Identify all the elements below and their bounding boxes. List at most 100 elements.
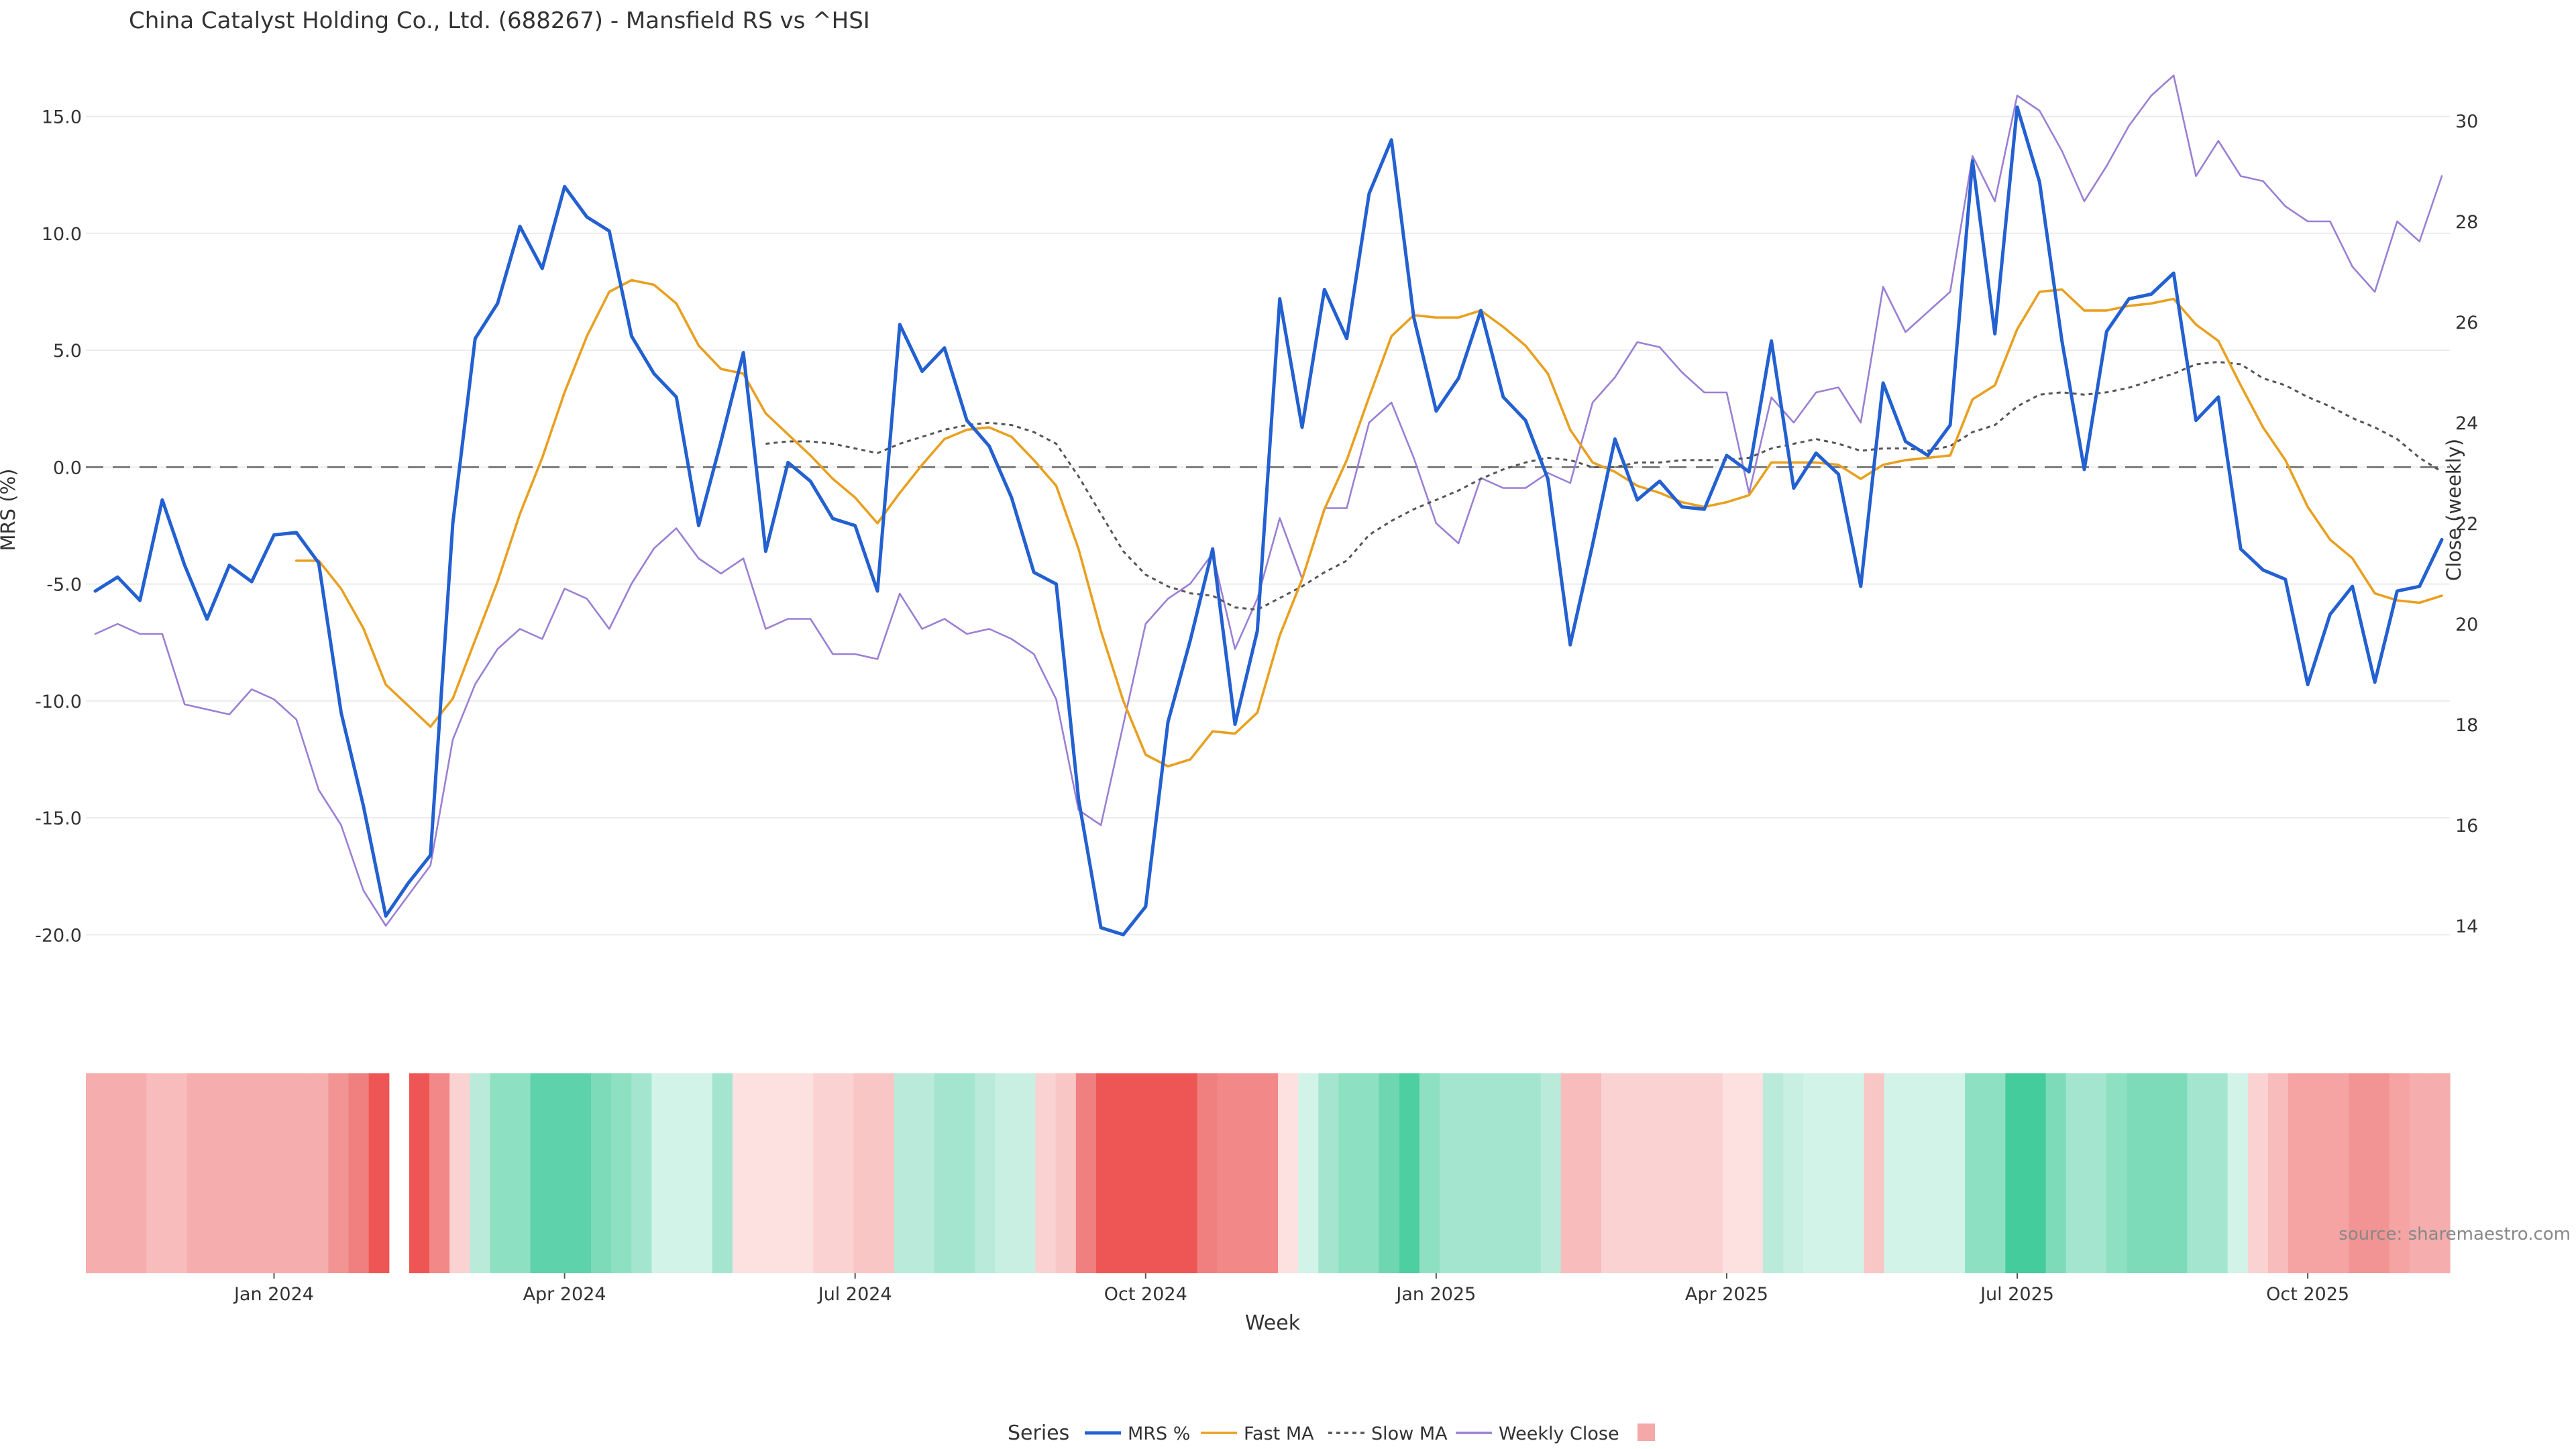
right-tick-label: 16 <box>2455 816 2478 837</box>
heatmap-cell <box>1904 1073 1925 1273</box>
heatmap-cell <box>1318 1073 1340 1273</box>
heatmap-cell <box>2308 1073 2329 1273</box>
left-axis-label: MRS (%) <box>0 469 19 551</box>
right-tick-label: 24 <box>2455 413 2478 434</box>
heatmap-cell <box>348 1073 370 1273</box>
left-tick-label: -5.0 <box>46 575 82 596</box>
heatmap-cell <box>470 1073 490 1273</box>
heatmap-cell <box>1177 1073 1198 1273</box>
heatmap-cell <box>2187 1073 2208 1273</box>
left-tick-label: 15.0 <box>42 107 82 128</box>
left-tick-label: 5.0 <box>53 341 82 362</box>
heatmap-cell <box>1945 1073 1966 1273</box>
grid-lines <box>86 115 2450 936</box>
heatmap-cell <box>530 1073 551 1273</box>
heatmap-cell <box>2429 1073 2451 1273</box>
left-tick-label: -20.0 <box>35 925 82 946</box>
heatmap-cell <box>1601 1073 1622 1273</box>
heatmap-cell <box>2227 1073 2249 1273</box>
heatmap-cell <box>793 1073 814 1273</box>
heatmap-cell <box>1580 1073 1602 1273</box>
heatmap-cell <box>2389 1073 2410 1273</box>
heatmap-cell <box>186 1073 208 1273</box>
mrs-line <box>93 105 2444 936</box>
heatmap-cell <box>2207 1073 2229 1273</box>
heatmap-cell <box>1440 1073 1460 1273</box>
legend-item-label: Fast MA <box>1244 1424 1314 1444</box>
heatmap-cell <box>308 1073 329 1273</box>
heatmap-cell <box>1095 1073 1117 1273</box>
heatmap-cell <box>853 1073 875 1273</box>
legend-swatch <box>1638 1424 1655 1441</box>
x-tick-label: Jul 2024 <box>817 1284 892 1305</box>
heatmap-cell <box>2409 1073 2430 1273</box>
heatmap-cell <box>1884 1073 1905 1273</box>
heatmap-cell <box>2127 1073 2147 1273</box>
left-tick-label: -10.0 <box>35 692 82 712</box>
heatmap-cell <box>1338 1073 1360 1273</box>
heatmap-cell <box>1662 1073 1683 1273</box>
heatmap-cell <box>146 1073 168 1273</box>
heatmap-cell <box>247 1073 268 1273</box>
heatmap-cell <box>570 1073 592 1273</box>
fast-ma-line <box>295 278 2443 768</box>
heatmap-cell <box>1985 1073 2006 1273</box>
heatmap-cell <box>712 1073 733 1273</box>
left-tick-label: 10.0 <box>42 224 82 245</box>
heatmap-cell <box>1702 1073 1723 1273</box>
heatmap-cell <box>409 1073 430 1273</box>
heatmap-cell <box>510 1073 531 1273</box>
x-axis-label: Week <box>1245 1311 1301 1335</box>
right-axis-label: Close (weekly) <box>2443 439 2465 581</box>
right-axis-ticks: 14 16 18 20 22 24 26 28 30 <box>2455 111 2478 937</box>
heatmap-cell <box>449 1073 470 1273</box>
heatmap-cell <box>1682 1073 1703 1273</box>
heatmap-cell <box>1843 1073 1865 1273</box>
heatmap-cell <box>288 1073 309 1273</box>
heatmap-cell <box>651 1073 673 1273</box>
weekly-close-line <box>94 74 2443 927</box>
heatmap-cell <box>550 1073 572 1273</box>
heatmap-cell <box>1642 1073 1662 1273</box>
heatmap-cell <box>590 1073 612 1273</box>
left-tick-label: 0.0 <box>53 458 82 478</box>
legend-item-label: Slow MA <box>1371 1424 1448 1444</box>
heatmap-cell <box>2288 1073 2309 1273</box>
heatmap-cell <box>126 1073 147 1273</box>
right-tick-label: 14 <box>2455 916 2478 937</box>
heatmap-cell <box>328 1073 350 1273</box>
heatmap-cell <box>1237 1073 1258 1273</box>
heatmap-cell <box>1965 1073 1986 1273</box>
heatmap-cell <box>2065 1073 2087 1273</box>
right-tick-label: 28 <box>2455 212 2478 233</box>
heatmap-cell <box>1257 1073 1279 1273</box>
heatmap-cell <box>227 1073 248 1273</box>
heatmap-cell <box>934 1073 955 1273</box>
heatmap-cell <box>1035 1073 1057 1273</box>
heatmap-cell <box>611 1073 632 1273</box>
source-label: source: sharemaestro.com <box>2339 1224 2571 1244</box>
heatmap-cell <box>2328 1073 2349 1273</box>
heatmap-cell <box>1298 1073 1319 1273</box>
heatmap-cell <box>1480 1073 1501 1273</box>
heatmap-cell <box>1500 1073 1521 1273</box>
heatmap-cell <box>1015 1073 1036 1273</box>
heatmap-cell <box>1803 1073 1824 1273</box>
heatmap-cell <box>1278 1073 1299 1273</box>
x-tick-label: Jan 2024 <box>233 1284 314 1305</box>
heatmap-cell <box>773 1073 794 1273</box>
heatmap-cell <box>86 1073 107 1273</box>
heatmap-cell <box>692 1073 713 1273</box>
heatmap-cell <box>1783 1073 1804 1273</box>
x-tick-label: Jan 2025 <box>1395 1284 1476 1305</box>
heatmap-cell <box>1399 1073 1420 1273</box>
legend: Series MRS % Fast MA Slow MA Weekly Close <box>1008 1421 1655 1445</box>
heatmap-cell <box>2267 1073 2289 1273</box>
heatmap-cell <box>2369 1073 2390 1273</box>
heatmap-cell <box>1460 1073 1481 1273</box>
heatmap-cell <box>732 1073 753 1273</box>
legend-item-label: MRS % <box>1128 1424 1190 1444</box>
heatmap-cell <box>975 1073 996 1273</box>
x-tick-label: Jul 2025 <box>1979 1284 2054 1305</box>
